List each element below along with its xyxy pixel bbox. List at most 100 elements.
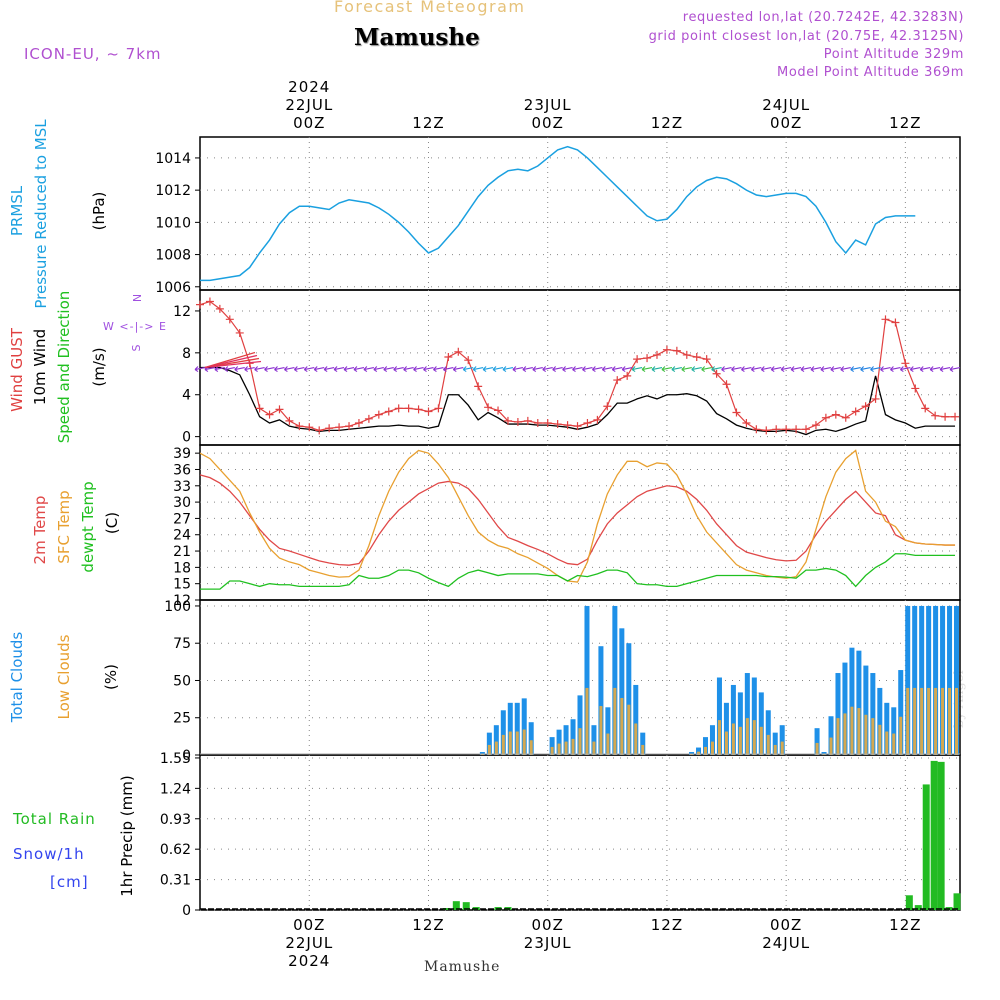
gust-marker: [752, 425, 761, 434]
wind-direction-arrow: [870, 366, 881, 373]
gust-marker: [603, 402, 612, 411]
top-time-label: 12Z: [412, 114, 444, 132]
y-tick-label: 0: [182, 430, 191, 446]
total-clouds-bar: [521, 698, 527, 755]
total-clouds-bar: [696, 747, 702, 755]
gust-marker: [871, 394, 880, 403]
wind-direction-arrow: [522, 366, 533, 373]
gust-marker: [712, 369, 721, 378]
wind-direction-arrow: [323, 366, 335, 373]
wind-direction-arrow: [502, 366, 514, 373]
total-clouds-bar: [528, 722, 534, 755]
total-clouds-bar: [814, 728, 820, 755]
gust-marker: [315, 426, 324, 435]
y-tick-label: 39: [173, 446, 191, 462]
bottom-time-label: 00Z: [770, 916, 802, 934]
rain-bar: [922, 784, 930, 910]
total-clouds-bar: [947, 605, 953, 755]
location-title: Mamushe: [354, 24, 480, 51]
gust-marker: [225, 315, 234, 324]
gust-marker: [434, 404, 443, 413]
low-clouds-bar: [585, 687, 589, 755]
total-clouds-bar: [828, 716, 834, 755]
gust-marker: [811, 421, 820, 430]
total-clouds-bar: [744, 673, 750, 755]
total-clouds-bar: [556, 729, 562, 755]
wind-direction-arrow: [880, 366, 891, 373]
gust-marker: [454, 347, 463, 356]
low-clouds-bar: [717, 720, 721, 755]
grid-point-coords: grid point closest lon,lat (20.75E, 42.3…: [648, 29, 964, 44]
gust-marker: [295, 422, 304, 431]
total-clouds-bar: [716, 677, 722, 755]
total-clouds-bar: [500, 710, 506, 755]
y-tick-label: 1008: [155, 248, 191, 264]
wind-direction-arrow: [899, 366, 911, 373]
pressure-unit-label: (hPa): [90, 192, 108, 231]
wind-direction-arrow: [284, 366, 295, 373]
gust-marker: [553, 420, 562, 429]
compass-west-east: W <-|-> E: [103, 320, 167, 333]
rain-legend-snow: Snow/1h: [13, 845, 85, 863]
low-clouds-bar: [745, 718, 749, 755]
wind-speed-direction-label: Speed and Direction: [55, 291, 73, 444]
wind-direction-arrow: [582, 366, 593, 373]
bottom-time-label: 23JUL: [524, 934, 572, 952]
gust-marker: [394, 404, 403, 413]
wind-direction-arrow: [731, 366, 742, 373]
gust-marker: [474, 382, 483, 391]
bottom-time-label: 00Z: [532, 916, 564, 934]
y-tick-label: 12: [173, 304, 191, 320]
rain-bar: [462, 902, 470, 910]
gust-marker: [414, 405, 423, 414]
total-clouds-label: Total Clouds: [8, 632, 26, 724]
wind-direction-arrow: [482, 366, 494, 373]
wind-gust-line: [199, 300, 956, 431]
top-time-label: 22JUL: [285, 96, 333, 114]
low-clouds-bar: [522, 729, 526, 755]
gust-marker: [772, 425, 781, 434]
bottom-time-label: 12Z: [889, 916, 921, 934]
y-tick-label: 100: [164, 599, 191, 615]
low-clouds-bar: [885, 731, 889, 755]
wind-direction-arrow: [572, 366, 583, 373]
top-time-label: 00Z: [770, 114, 802, 132]
gust-marker: [593, 415, 602, 424]
bottom-time-label: 22JUL: [285, 934, 333, 952]
total-clouds-bar: [493, 725, 499, 755]
y-tick-label: 1010: [155, 215, 191, 231]
point-altitude: Point Altitude 329m: [823, 47, 964, 62]
low-clouds-bar: [606, 733, 610, 755]
gust-marker: [573, 422, 582, 431]
wind-gust-label: Wind GUST: [8, 327, 26, 412]
wind-direction-arrow: [850, 366, 861, 373]
gust-marker: [265, 410, 274, 419]
y-tick-label: 0.31: [160, 873, 191, 889]
y-tick-label: 1014: [155, 151, 191, 167]
total-clouds-bar: [898, 670, 904, 755]
gust-marker: [285, 416, 294, 425]
low-clouds-bar: [634, 723, 638, 755]
wind-direction-arrow: [800, 366, 812, 373]
gust-marker: [623, 371, 632, 380]
rain-legend-cm: [cm]: [50, 873, 89, 891]
low-clouds-bar: [564, 741, 568, 755]
temp-unit-label: (C): [103, 512, 121, 534]
gust-marker: [533, 419, 542, 428]
total-clouds-bar: [612, 605, 618, 755]
gust-marker: [821, 413, 830, 422]
total-clouds-bar: [765, 710, 771, 755]
gust-marker: [742, 419, 751, 428]
total-clouds-bar: [954, 605, 960, 755]
gust-marker: [722, 380, 731, 389]
low-clouds-bar: [697, 751, 701, 755]
top-time-label: 12Z: [889, 114, 921, 132]
wind-direction-arrow: [562, 366, 573, 373]
low-clouds-bar: [724, 731, 728, 755]
wind-direction-arrow: [492, 366, 504, 373]
total-clouds-bar: [619, 628, 625, 755]
low-clouds-bar: [501, 734, 505, 755]
low-clouds-bar: [578, 728, 582, 755]
gust-marker: [255, 404, 264, 413]
gust-marker: [464, 356, 473, 365]
